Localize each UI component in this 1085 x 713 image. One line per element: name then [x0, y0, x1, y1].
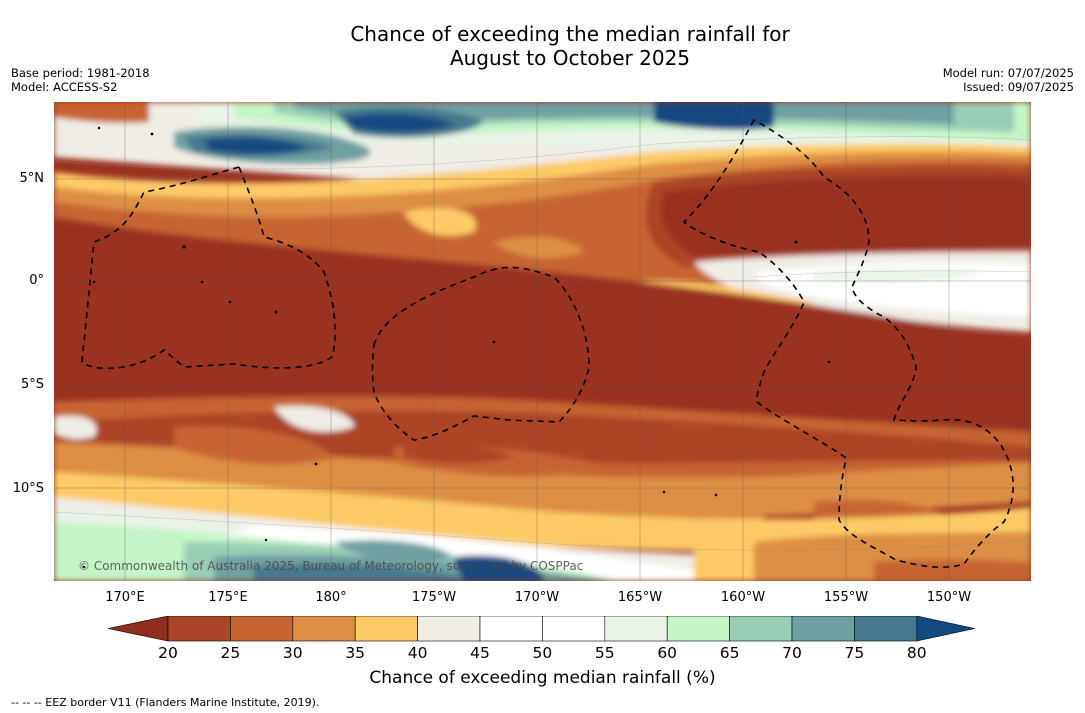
colorbar-cell: [542, 616, 606, 642]
gridlines: [54, 102, 1031, 581]
lat-label-5n: 5°N: [19, 171, 45, 186]
colorbar-cell: [292, 616, 356, 642]
islands: [82, 126, 831, 569]
title-line-1: Chance of exceeding the median rainfall …: [350, 22, 790, 46]
map-title: Chance of exceeding the median rainfall …: [0, 22, 1085, 70]
map-canvas: [54, 102, 1031, 581]
lon-label-175e: 175°E: [208, 590, 248, 605]
colorbar-tick-label: 65: [719, 644, 740, 662]
title-line-2: August to October 2025: [449, 46, 691, 70]
colorbar-cell: [230, 616, 294, 642]
lat-label-0: 0°: [29, 273, 44, 288]
lon-label-180: 180°: [315, 590, 347, 605]
colorbar-cell: [854, 616, 918, 642]
model-name: Model: ACCESS-S2: [11, 80, 118, 94]
colorbar-tick-label: 25: [220, 644, 241, 662]
colorbar-cell: [604, 616, 668, 642]
issued-date: Issued: 09/07/2025: [963, 80, 1074, 94]
lon-label-165w: 165°W: [617, 590, 663, 605]
colorbar-tick-label: 30: [282, 644, 303, 662]
probability-field: [54, 102, 1031, 581]
colorbar-tick-label: 55: [594, 644, 615, 662]
lon-label-150w: 150°W: [926, 590, 972, 605]
colorbar-tick-label: 45: [470, 644, 490, 662]
rainfall-map: [54, 102, 1031, 581]
colorbar-cell: [729, 616, 793, 642]
colorbar-tick-label: 40: [407, 644, 428, 662]
lon-label-155w: 155°W: [823, 590, 869, 605]
colorbar-tick-label: 35: [345, 644, 366, 662]
colorbar-label: Chance of exceeding median rainfall (%): [369, 668, 716, 688]
lon-label-175w: 175°W: [411, 590, 457, 605]
meta-right: Model run: 07/07/2025 Issued: 09/07/2025: [943, 66, 1074, 94]
lon-label-170w: 170°W: [514, 590, 560, 605]
colorbar-tick-label: 20: [158, 644, 178, 662]
meta-left: Base period: 1981-2018 Model: ACCESS-S2: [11, 66, 150, 94]
colorbar-cell: [666, 616, 730, 642]
colorbar: [108, 616, 975, 642]
base-period: Base period: 1981-2018: [11, 66, 150, 80]
lon-label-170e: 170°E: [105, 590, 145, 605]
lat-label-10s: 10°S: [12, 481, 44, 496]
eez-borders: [81, 118, 1014, 568]
model-run: Model run: 07/07/2025: [942, 66, 1074, 80]
colorbar-tick-label: 70: [782, 644, 802, 662]
colorbar-extend-high: [916, 616, 975, 642]
colorbar-cell: [417, 616, 481, 642]
colorbar-cell: [479, 616, 543, 642]
colorbar-tick-label: 50: [532, 644, 553, 662]
colorbar-extend-low: [108, 616, 169, 642]
colorbar-tick-label: 80: [906, 644, 927, 662]
colorbar-cell: [791, 616, 855, 642]
lon-label-160w: 160°W: [720, 590, 766, 605]
lat-label-5s: 5°S: [20, 377, 44, 392]
eez-legend-note: -- -- -- EEZ border V11 (Flanders Marine…: [11, 696, 320, 709]
colorbar-tick-label: 60: [657, 644, 678, 662]
colorbar-cell: [354, 616, 418, 642]
colorbar-cells: [108, 616, 975, 642]
colorbar-tick-label: 75: [844, 644, 865, 662]
copyright-notice: © Commonwealth of Australia 2025, Bureau…: [78, 559, 584, 573]
colorbar-cell: [167, 616, 231, 642]
